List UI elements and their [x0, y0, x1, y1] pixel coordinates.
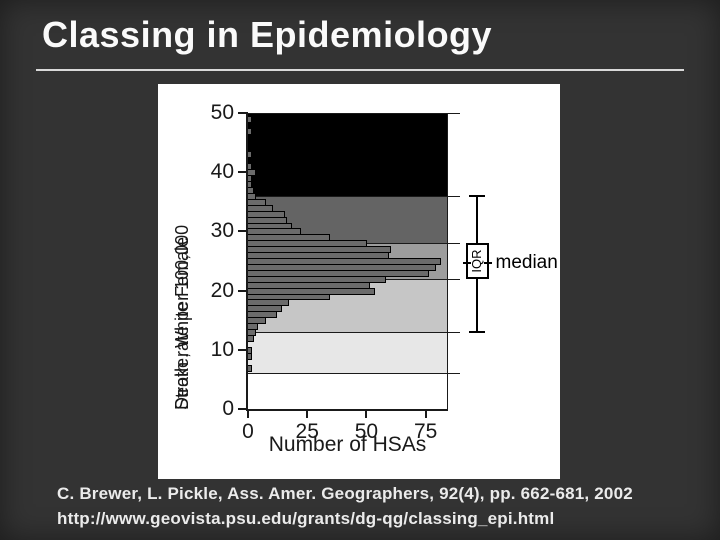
- y-tick-label: 40: [210, 160, 234, 184]
- x-tick-label: 50: [354, 420, 379, 443]
- y-axis-line: [246, 112, 248, 411]
- citation-line-1: C. Brewer, L. Pickle, Ass. Amer. Geograp…: [57, 484, 633, 503]
- plot-right-frame: [447, 113, 448, 409]
- x-tick-label: 0: [242, 420, 254, 443]
- class-boundary-line: [248, 195, 460, 197]
- boxplot-whisker-cap-bottom: [469, 331, 485, 334]
- class-boundary-line: [248, 373, 460, 375]
- x-tick: [365, 411, 368, 418]
- class-boundary-line: [248, 113, 460, 114]
- y-tick-label: 30: [210, 219, 234, 243]
- slide-title: Classing in Epidemiology: [42, 14, 493, 55]
- y-tick-label: 0: [222, 397, 234, 420]
- boxplot-median-mark-right: [483, 261, 492, 264]
- y-tick: [238, 112, 246, 114]
- histogram-chart: Stroke, White Female Death rate per 100,…: [158, 84, 560, 479]
- class-band: [248, 332, 447, 374]
- class-boundary-line: [248, 332, 460, 334]
- boxplot-whisker-cap-top: [469, 194, 485, 197]
- x-tick-label: 75: [413, 420, 438, 443]
- boxplot-median-mark-left: [462, 261, 471, 264]
- iqr-label: IQR: [469, 249, 484, 273]
- y-axis-label: Stroke, White Female Death rate per 100,…: [172, 114, 216, 410]
- class-band: [248, 113, 447, 196]
- y-tick-label: 20: [210, 278, 234, 302]
- y-tick-label: 50: [210, 101, 234, 124]
- y-tick-label: 10: [210, 337, 234, 361]
- x-axis-label: Number of HSAs: [268, 433, 427, 456]
- x-tick: [247, 411, 249, 418]
- x-tick: [424, 411, 427, 418]
- boxplot-iqr-box: [465, 243, 489, 279]
- y-tick: [238, 289, 246, 292]
- title-separator: [36, 69, 684, 71]
- y-tick: [238, 171, 246, 174]
- y-tick: [238, 348, 246, 351]
- y-tick: [238, 408, 246, 410]
- x-tick: [306, 411, 309, 418]
- median-label: median: [495, 251, 558, 273]
- x-tick-label: 25: [295, 420, 319, 443]
- histogram-bar: [247, 335, 254, 342]
- y-tick: [238, 230, 246, 233]
- class-band: [248, 373, 447, 409]
- y-axis-label-line2: Death rate per 100,000: [172, 224, 192, 410]
- figure-panel: Stroke, White Female Death rate per 100,…: [158, 84, 560, 479]
- x-axis-line: [246, 409, 448, 411]
- citation-line-2: http://www.geovista.psu.edu/grants/dg-qg…: [57, 509, 555, 528]
